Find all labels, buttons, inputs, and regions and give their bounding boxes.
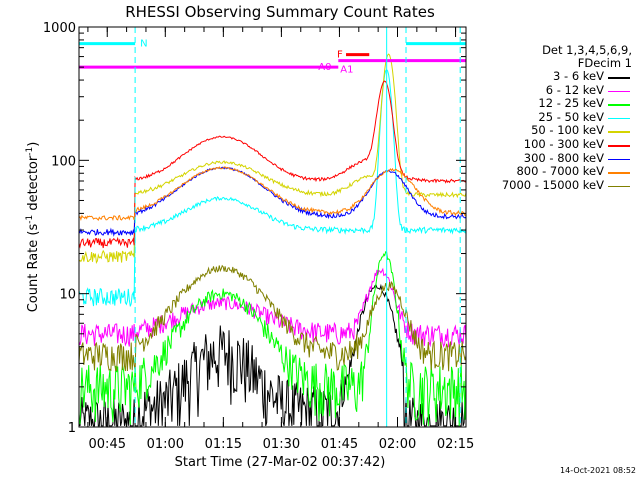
legend-swatch [608, 144, 630, 147]
legend-entry: 3 - 6 keV [478, 69, 634, 84]
legend-swatch [608, 172, 630, 174]
axis-layer: 1 10 100 1000 00:45 01:00 01:15 01:30 01:45 02:00… [43, 21, 474, 452]
x-tick-label: 02:15 [437, 437, 474, 452]
legend-swatch [608, 158, 630, 161]
legend-header-2: FDecim 1 [577, 56, 632, 70]
y-tick-label: 1000 [43, 21, 76, 36]
legend-entry: 7000 - 15000 keV [478, 177, 634, 193]
y-tick-label: 1 [68, 421, 76, 436]
legend-rows: 3 - 6 keV 6 - 12 keV 12 - 25 keV 25 - 50 ke… [478, 69, 634, 193]
legend-swatch [608, 131, 630, 133]
y-tick-label: 100 [51, 154, 76, 169]
legend-entry-label: 6 - 12 keV [545, 82, 604, 97]
legend-entry: 50 - 100 keV [478, 124, 634, 138]
series-line [78, 166, 467, 222]
legend-header-1: Det 1,3,4,5,6,9, [542, 43, 632, 57]
y-label-part1: Count Rate (s [26, 224, 41, 313]
x-tick-label: 01:30 [263, 437, 300, 452]
series-line [78, 53, 467, 264]
legend-entry: 12 - 25 keV [478, 97, 634, 111]
legend-entry-label: 300 - 800 keV [523, 150, 604, 165]
legend-entry: 800 - 7000 keV [478, 165, 634, 179]
x-tick-label: 02:00 [379, 437, 416, 452]
legend-swatch [608, 117, 630, 120]
legend-swatch [608, 77, 630, 79]
series-line [78, 250, 467, 427]
y-axis-label: Count Rate (s-1 detector-1) [25, 142, 41, 313]
label-a1: A1 [340, 65, 353, 76]
legend-entry: 100 - 300 keV [478, 136, 634, 152]
series-line [78, 166, 467, 237]
y-label-part2: detector [26, 155, 41, 215]
legend-entry: 6 - 12 keV [478, 82, 634, 98]
chart-title: RHESSI Observing Summary Count Rates [125, 3, 435, 21]
legend-entry-label: 3 - 6 keV [553, 69, 604, 83]
series-line [78, 68, 467, 307]
legend-swatch [608, 90, 630, 93]
legend-entry: 25 - 50 keV [478, 109, 634, 125]
y-label-sup2: -1 [25, 147, 35, 156]
series-line [78, 283, 467, 427]
legend-swatch [608, 185, 630, 188]
plot-frame [78, 26, 467, 428]
label-n: N [140, 39, 147, 50]
legend-entry: 300 - 800 keV [478, 150, 634, 166]
series-line [78, 80, 467, 249]
x-tick-label: 01:15 [205, 437, 242, 452]
x-tick-label: 01:45 [321, 437, 358, 452]
y-tick-label: 10 [59, 288, 76, 303]
legend-entry-label: 100 - 300 keV [523, 136, 604, 151]
legend-entry-label: 7000 - 15000 keV [501, 177, 604, 192]
legend-entry-label: 25 - 50 keV [538, 109, 604, 124]
series-layer [78, 53, 467, 427]
label-a0: A0 [318, 62, 331, 73]
x-axis-label: Start Time (27-Mar-02 00:37:42) [175, 455, 386, 470]
legend-entry-label: 800 - 7000 keV [516, 164, 604, 179]
y-label-part3: ) [26, 142, 41, 147]
series-line [78, 264, 467, 372]
series-line [78, 267, 467, 348]
date-stamp: 14-Oct-2021 08:52 [560, 466, 636, 475]
legend-entry-label: 12 - 25 keV [538, 96, 604, 111]
legend-entry-label: 50 - 100 keV [531, 123, 604, 138]
legend-swatch [608, 104, 630, 106]
x-tick-label: 00:45 [89, 437, 126, 452]
label-f: F [337, 50, 343, 61]
y-label-sup1: -1 [25, 215, 35, 224]
annotation-layer: N F A0 A1 [79, 27, 466, 427]
legend: Det 1,3,4,5,6,9, FDecim 1 3 - 6 keV 6 - 1… [478, 44, 634, 192]
x-tick-label: 01:00 [147, 437, 184, 452]
